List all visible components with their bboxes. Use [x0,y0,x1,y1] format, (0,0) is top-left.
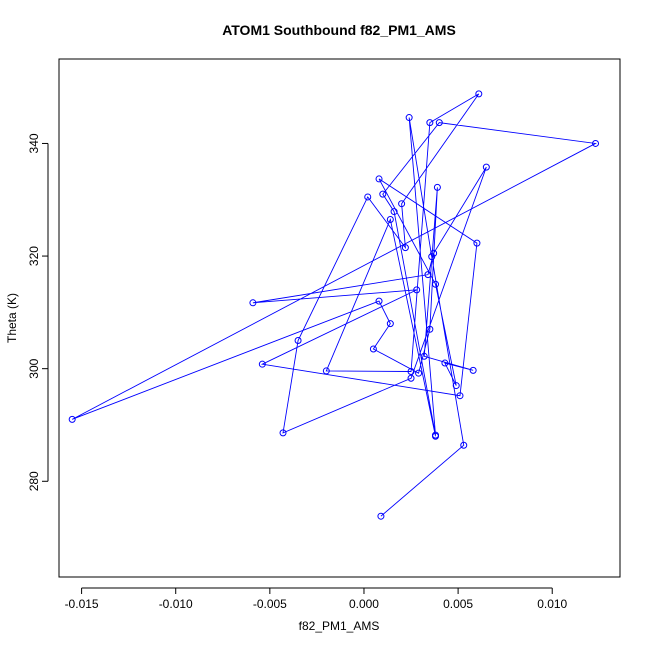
data-point [420,352,428,360]
data-point [398,200,406,208]
data-point [386,320,394,328]
y-tick-label: 300 [27,358,41,378]
data-point [258,360,266,368]
data-point [430,249,438,257]
x-tick-label: 0.010 [537,597,567,611]
data-point [405,114,413,122]
data-point [469,366,477,374]
data-point [473,239,481,247]
data-point [364,193,372,201]
y-tick-label: 320 [27,246,41,266]
data-point [424,271,432,279]
x-tick-label: -0.015 [65,597,99,611]
data-point [249,299,257,307]
data-point [426,119,434,127]
data-point [377,512,385,520]
data-point [426,325,434,333]
data-point [386,215,394,223]
y-tick-label: 280 [27,471,41,491]
data-point [432,432,440,440]
data-point [475,90,483,98]
y-axis: 280 300 320 340 [27,133,49,491]
data-point [460,441,468,449]
data-point [482,163,490,171]
data-point [379,190,387,198]
data-point [452,382,460,390]
x-tick-label: -0.005 [253,597,287,611]
data-point [407,367,415,375]
chart-title: ATOM1 Southbound f82_PM1_AMS [222,22,456,38]
data-point [407,374,415,382]
data-point [375,297,383,305]
data-point [456,392,464,400]
data-point [433,183,441,191]
data-point [592,139,600,147]
x-tick-label: -0.010 [159,597,193,611]
data-point [428,253,436,261]
data-point [390,208,398,216]
data-point [435,119,443,127]
y-axis-label: Theta (K) [5,293,19,343]
series-line [71,93,597,517]
data-point [401,244,409,252]
data-point [68,415,76,423]
data-point [279,429,287,437]
data-point [369,345,377,353]
x-tick-label: 0.000 [349,597,379,611]
series-layer [68,90,600,520]
data-point [413,286,421,294]
data-point [432,280,440,288]
x-axis: -0.015 -0.010 -0.005 0.000 0.005 0.010 [65,587,568,611]
data-point [294,337,302,345]
plot-frame [58,58,621,578]
data-point [375,175,383,183]
x-tick-label: 0.005 [443,597,473,611]
data-point [322,367,330,375]
data-point [415,369,423,377]
y-tick-label: 340 [27,133,41,153]
data-point [441,359,449,367]
x-axis-label: f82_PM1_AMS [299,619,380,633]
